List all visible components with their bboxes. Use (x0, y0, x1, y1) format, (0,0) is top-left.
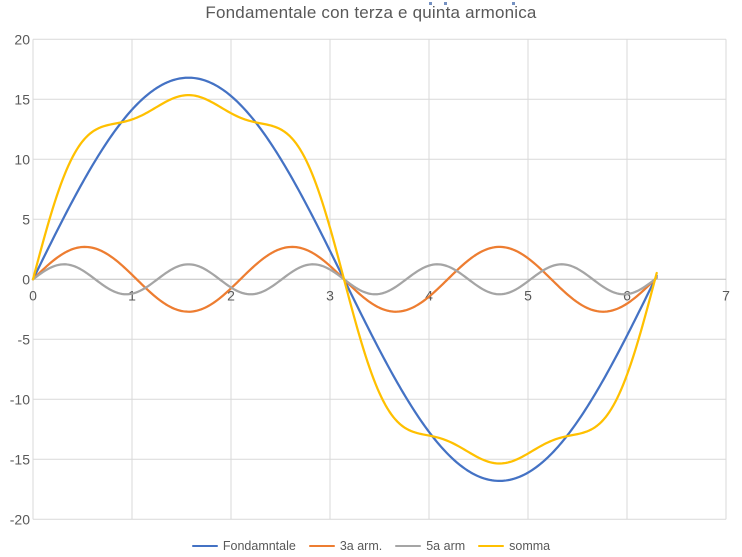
legend: Fondamntale 3a arm. 5a arm somma (0, 539, 742, 553)
y-tick-label-10[interactable]: 10 (14, 151, 30, 167)
legend-label: Fondamntale (222, 539, 296, 553)
y-tick-label-20[interactable]: 20 (14, 31, 30, 47)
y-tick-label--20[interactable]: -20 (10, 511, 30, 527)
x-tick-label-3[interactable]: 3 (326, 287, 334, 303)
chart-title[interactable]: Fondamentale con terza e quinta armonica (205, 3, 537, 22)
x-tick-label-1[interactable]: 1 (128, 287, 136, 303)
y-tick-label-5[interactable]: 5 (22, 211, 30, 227)
selection-handle-dot (512, 2, 515, 5)
legend-item-fondamntale[interactable]: Fondamntale (191, 539, 296, 553)
x-tick-label-2[interactable]: 2 (227, 287, 235, 303)
x-tick-label-0[interactable]: 0 (29, 287, 37, 303)
x-tick-label-7[interactable]: 7 (722, 287, 730, 303)
y-tick-label--5[interactable]: -5 (18, 331, 31, 347)
legend-item-5a-arm[interactable]: 5a arm (395, 539, 465, 553)
legend-label: somma (509, 539, 551, 553)
y-tick-label--10[interactable]: -10 (10, 391, 30, 407)
legend-line-swatch (395, 544, 422, 548)
y-tick-label--15[interactable]: -15 (10, 451, 30, 467)
legend-item-3a-arm-[interactable]: 3a arm. (308, 539, 383, 553)
legend-line-swatch (308, 544, 335, 548)
selection-handle-dot (444, 2, 447, 5)
x-tick-label-6[interactable]: 6 (623, 287, 631, 303)
series-curve-somma[interactable] (31, 93, 658, 465)
legend-line-swatch (191, 544, 218, 548)
selection-handle-dot (429, 2, 432, 5)
legend-label: 3a arm. (339, 539, 383, 553)
legend-line-swatch (478, 544, 505, 548)
y-tick-label-0[interactable]: 0 (22, 271, 30, 287)
y-tick-label-15[interactable]: 15 (14, 91, 30, 107)
legend-label: 5a arm (426, 539, 466, 553)
x-tick-label-5[interactable]: 5 (524, 287, 532, 303)
legend-item-somma[interactable]: somma (478, 539, 550, 553)
